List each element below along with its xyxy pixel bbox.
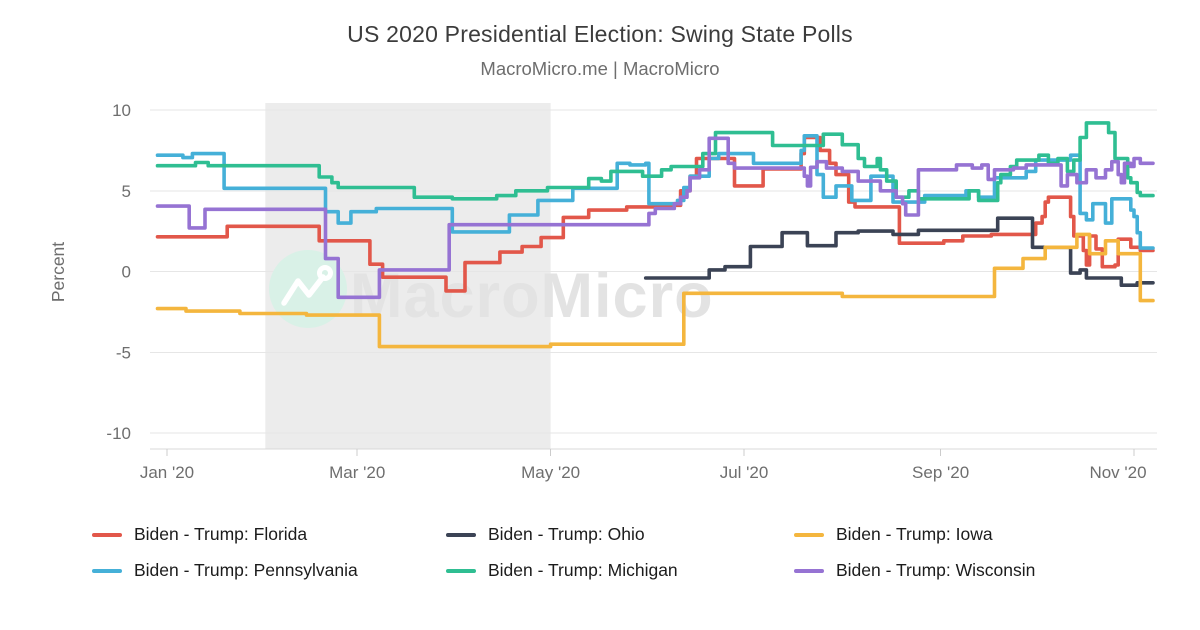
legend-item-iowa[interactable]: Biden - Trump: Iowa [794,524,1152,545]
legend-swatch-ohio [446,532,476,537]
series-line-pennsylvania [155,134,1155,250]
legend-label: Biden - Trump: Pennsylvania [134,560,358,580]
y-tick-label: -10 [106,424,131,443]
x-tick-label: Mar '20 [329,463,385,482]
y-tick-label: 5 [122,182,131,201]
x-tick-label: May '20 [521,463,580,482]
legend-item-florida[interactable]: Biden - Trump: Florida [92,524,446,545]
legend-label: Biden - Trump: Wisconsin [836,560,1036,580]
legend-item-wisconsin[interactable]: Biden - Trump: Wisconsin [794,560,1152,581]
macromicro-logo-icon [269,250,347,328]
y-tick-label: -5 [116,343,131,362]
legend-label: Biden - Trump: Michigan [488,560,678,580]
watermark: MacroMicro [269,250,714,331]
watermark-text: MacroMicro [350,261,714,331]
y-axis-title: Percent [48,242,68,302]
legend-label: Biden - Trump: Ohio [488,524,645,544]
y-tick-label: 10 [112,101,131,120]
legend-swatch-pennsylvania [92,568,122,573]
series-group [155,121,1155,349]
series-line-wisconsin [155,136,1155,300]
legend-item-pennsylvania[interactable]: Biden - Trump: Pennsylvania [92,560,446,581]
legend-item-michigan[interactable]: Biden - Trump: Michigan [446,560,794,581]
legend-item-ohio[interactable]: Biden - Trump: Ohio [446,524,794,545]
chart-legend: Biden - Trump: Florida Biden - Trump: Ohi… [92,524,1152,581]
y-axis: 10 5 0 -5 -10 [106,101,131,443]
chart-title: US 2020 Presidential Election: Swing Sta… [347,21,853,47]
x-tick-label: Nov '20 [1089,463,1146,482]
series-line-michigan [155,121,1155,203]
y-tick-label: 0 [122,263,131,282]
x-tick-label: Jan '20 [140,463,194,482]
legend-label: Biden - Trump: Iowa [836,524,993,544]
legend-swatch-iowa [794,532,824,537]
x-tick-label: Sep '20 [912,463,969,482]
legend-swatch-michigan [446,568,476,573]
series-line-ohio [643,216,1155,287]
series-line-iowa [155,232,1155,349]
legend-swatch-wisconsin [794,568,824,573]
chart-subtitle: MacroMicro.me | MacroMicro [480,58,720,79]
x-axis: Jan '20 Mar '20 May '20 Jul '20 Sep '20 Nov '… [140,448,1157,482]
legend-swatch-florida [92,532,122,537]
x-tick-label: Jul '20 [720,463,769,482]
legend-label: Biden - Trump: Florida [134,524,308,544]
